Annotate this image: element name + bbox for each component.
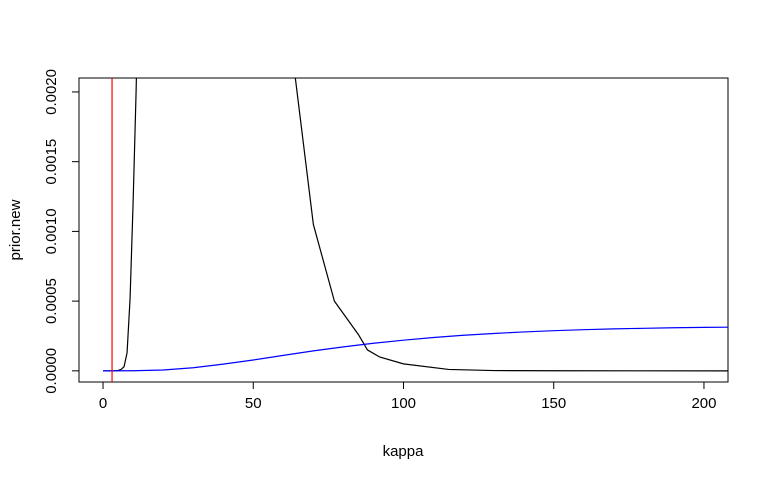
x-tick-label: 50 — [245, 395, 262, 412]
series-line-1 — [103, 78, 728, 372]
y-tick-label: 0.0010 — [43, 208, 60, 254]
x-tick-label: 200 — [691, 395, 716, 412]
x-tick-label: 0 — [99, 395, 107, 412]
y-axis-label: prior.new — [7, 199, 24, 260]
series-layer — [103, 78, 728, 382]
y-axis: 0.0000 0.0005 0.0010 0.0015 0.0020 — [43, 69, 80, 394]
x-tick-label: 100 — [391, 395, 416, 412]
x-axis: 0 50 100 150 200 — [99, 381, 716, 412]
y-tick-label: 0.0005 — [43, 278, 60, 324]
y-tick-label: 0.0015 — [43, 139, 60, 185]
series-line-2 — [103, 326, 728, 372]
x-tick-label: 150 — [541, 395, 566, 412]
x-axis-label: kappa — [383, 443, 425, 460]
y-tick-label: 0.0020 — [43, 69, 60, 115]
plot-frame — [78, 77, 729, 383]
y-tick-label: 0.0000 — [43, 348, 60, 394]
